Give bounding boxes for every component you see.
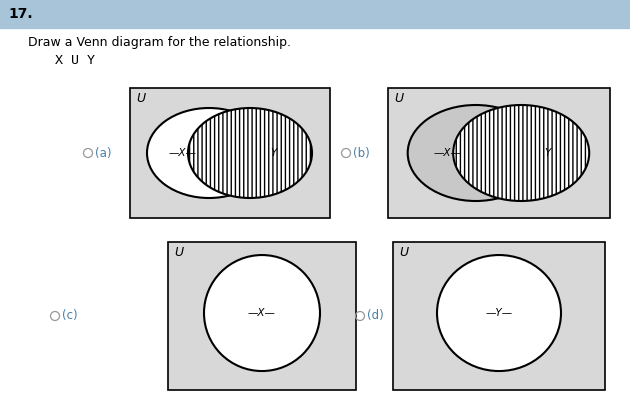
Bar <box>393 242 605 390</box>
Text: (a): (a) <box>95 147 112 159</box>
Text: —Y—: —Y— <box>486 308 513 318</box>
Bar <box>168 242 356 390</box>
Ellipse shape <box>147 108 271 198</box>
Text: (d): (d) <box>367 309 384 323</box>
Text: Y: Y <box>270 148 277 158</box>
Text: U: U <box>174 246 183 259</box>
Bar <box>130 88 330 218</box>
Ellipse shape <box>188 108 312 198</box>
Text: U: U <box>394 92 403 105</box>
Ellipse shape <box>408 105 544 201</box>
Text: U: U <box>399 246 408 259</box>
Text: Draw a Venn diagram for the relationship.: Draw a Venn diagram for the relationship… <box>28 35 291 49</box>
Ellipse shape <box>453 105 589 201</box>
Text: U: U <box>136 92 145 105</box>
Text: Y: Y <box>544 148 550 158</box>
Text: —X—: —X— <box>433 148 461 158</box>
Text: (b): (b) <box>353 147 370 159</box>
Text: (c): (c) <box>62 309 77 323</box>
Ellipse shape <box>204 255 320 371</box>
Text: X U Y: X U Y <box>55 54 95 66</box>
Bar <box>388 88 610 218</box>
Text: —X—: —X— <box>248 308 276 318</box>
Text: 17.: 17. <box>8 7 33 21</box>
Bar <box>0 0 630 28</box>
Ellipse shape <box>437 255 561 371</box>
Text: —X—: —X— <box>169 148 197 158</box>
